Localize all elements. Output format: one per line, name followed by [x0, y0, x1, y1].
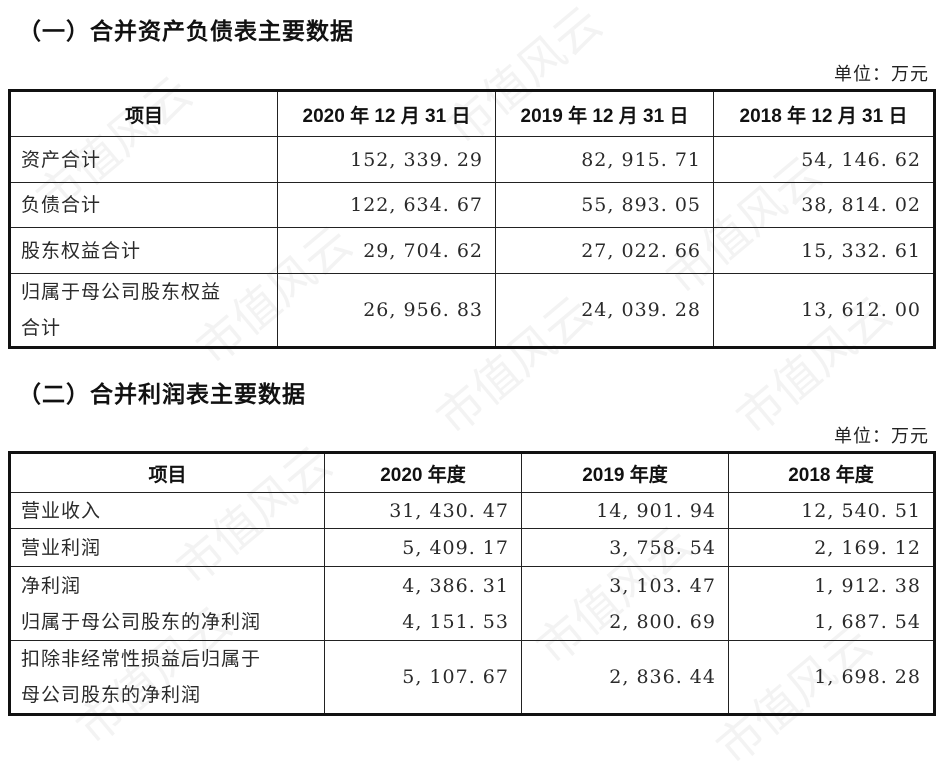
- table-row: 资产合计 152, 339. 29 82, 915. 71 54, 146. 6…: [9, 136, 935, 183]
- value-2020: 31, 430. 47: [324, 492, 522, 529]
- table-row: 股东权益合计 29, 704. 62 27, 022. 66 15, 332. …: [9, 227, 935, 274]
- table-row: 净利润 归属于母公司股东的净利润 4, 386. 31 4, 151. 53 3…: [9, 566, 935, 641]
- value-2019: 3, 758. 54: [521, 528, 729, 567]
- value-2020: 26, 956. 83: [277, 273, 496, 348]
- row-label-net-profit-parent: 归属于母公司股东的净利润: [21, 610, 262, 633]
- value-2018: 12, 540. 51: [728, 492, 935, 529]
- value-2018: 2, 169. 12: [728, 528, 935, 567]
- value-2019: 24, 039. 28: [495, 273, 714, 348]
- row-label: 归属于母公司股东权益 合计: [9, 273, 278, 348]
- value: 2, 800. 69: [609, 610, 716, 633]
- value-2019: 2, 836. 44: [521, 640, 729, 715]
- row-label-line: 扣除非经常性损益后归属于: [21, 648, 262, 670]
- value-2018: 1, 912. 38 1, 687. 54: [728, 566, 935, 641]
- value-2018: 38, 814. 02: [713, 182, 935, 228]
- header-2020: 2020 年 12 月 31 日: [277, 90, 496, 137]
- row-label-line: 合计: [21, 317, 62, 339]
- row-label: 股东权益合计: [9, 227, 278, 274]
- value-2019: 82, 915. 71: [495, 136, 714, 183]
- value-2020: 5, 409. 17: [324, 528, 522, 567]
- row-label-line: 母公司股东的净利润: [21, 684, 202, 706]
- table-row: 营业收入 31, 430. 47 14, 901. 94 12, 540. 51: [9, 492, 935, 529]
- balance-sheet-table: 项目 2020 年 12 月 31 日 2019 年 12 月 31 日 201…: [8, 89, 936, 349]
- row-label: 负债合计: [9, 182, 278, 228]
- value-2020: 4, 386. 31 4, 151. 53: [324, 566, 522, 641]
- value-2020: 5, 107. 67: [324, 640, 522, 715]
- header-item: 项目: [9, 90, 278, 137]
- value-2018: 1, 698. 28: [728, 640, 935, 715]
- header-2018: 2018 年度: [728, 452, 935, 493]
- value-2018: 15, 332. 61: [713, 227, 935, 274]
- table-header-row: 项目 2020 年 12 月 31 日 2019 年 12 月 31 日 201…: [9, 90, 935, 137]
- value-2020: 152, 339. 29: [277, 136, 496, 183]
- header-2019: 2019 年度: [521, 452, 729, 493]
- value-2019: 27, 022. 66: [495, 227, 714, 274]
- row-label: 营业收入: [9, 492, 325, 529]
- value: 4, 386. 31: [402, 574, 509, 597]
- table-row: 扣除非经常性损益后归属于 母公司股东的净利润 5, 107. 67 2, 836…: [9, 640, 935, 715]
- balance-sheet-unit: 单位：万元: [834, 64, 929, 85]
- row-label: 营业利润: [9, 528, 325, 567]
- value-2019: 3, 103. 47 2, 800. 69: [521, 566, 729, 641]
- row-label: 资产合计: [9, 136, 278, 183]
- header-item: 项目: [9, 452, 325, 493]
- income-statement-unit: 单位：万元: [834, 426, 929, 447]
- value-2018: 54, 146. 62: [713, 136, 935, 183]
- value: 4, 151. 53: [402, 610, 509, 633]
- row-label: 扣除非经常性损益后归属于 母公司股东的净利润: [9, 640, 325, 715]
- value-2020: 122, 634. 67: [277, 182, 496, 228]
- row-label-net-profit: 净利润: [21, 574, 82, 597]
- header-2018: 2018 年 12 月 31 日: [713, 90, 935, 137]
- balance-sheet-title: （一）合并资产负债表主要数据: [18, 19, 354, 45]
- value: 1, 912. 38: [814, 574, 921, 597]
- table-row: 归属于母公司股东权益 合计 26, 956. 83 24, 039. 28 13…: [9, 273, 935, 348]
- table-row: 负债合计 122, 634. 67 55, 893. 05 38, 814. 0…: [9, 182, 935, 228]
- income-statement-table: 项目 2020 年度 2019 年度 2018 年度 营业收入 31, 430.…: [8, 451, 936, 716]
- value: 1, 687. 54: [814, 610, 921, 633]
- value-2019: 14, 901. 94: [521, 492, 729, 529]
- table-row: 营业利润 5, 409. 17 3, 758. 54 2, 169. 12: [9, 528, 935, 567]
- header-2019: 2019 年 12 月 31 日: [495, 90, 714, 137]
- table-header-row: 项目 2020 年度 2019 年度 2018 年度: [9, 452, 935, 493]
- value-2018: 13, 612. 00: [713, 273, 935, 348]
- row-label-line: 归属于母公司股东权益: [21, 281, 222, 303]
- income-statement-title: （二）合并利润表主要数据: [18, 382, 306, 408]
- value-2020: 29, 704. 62: [277, 227, 496, 274]
- row-label: 净利润 归属于母公司股东的净利润: [9, 566, 325, 641]
- value-2019: 55, 893. 05: [495, 182, 714, 228]
- value: 3, 103. 47: [609, 574, 716, 597]
- header-2020: 2020 年度: [324, 452, 522, 493]
